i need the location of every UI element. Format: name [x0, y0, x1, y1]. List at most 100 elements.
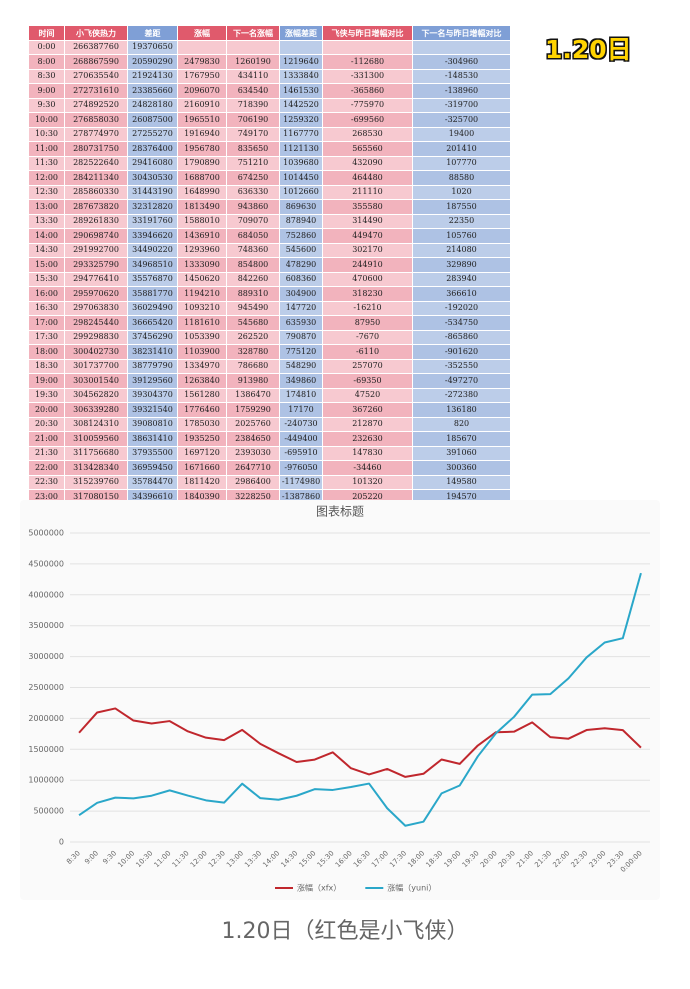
table-cell: 293325790 [64, 257, 128, 273]
table-cell: -1174980 [279, 474, 323, 490]
y-tick-label: 1500000 [28, 745, 64, 754]
table-cell: -865860 [412, 329, 511, 345]
table-cell: 105760 [412, 228, 511, 244]
x-tick-label: 10:00 [116, 849, 136, 869]
table-cell: 1965510 [177, 112, 227, 128]
table-cell: 284211340 [64, 170, 128, 186]
table-cell: 2479830 [177, 54, 227, 70]
x-tick-label: 22:30 [569, 849, 589, 869]
table-cell: 2025760 [226, 416, 280, 432]
table-row: 22:30 315239760 35784470 1811420 2986400 -117… [28, 474, 511, 490]
column-header: 飞侠与昨日增幅对比 [322, 25, 413, 41]
table-cell: -901620 [412, 344, 511, 360]
table-row: 17:30 299298830 37456290 1053390 262520 79087… [28, 329, 511, 345]
table-cell: 1103900 [177, 344, 227, 360]
table-cell: 306339280 [64, 402, 128, 418]
data-line [78, 572, 642, 827]
table-cell: 35576870 [127, 271, 178, 287]
table-cell: 21:30 [28, 445, 65, 461]
table-cell: 101320 [322, 474, 413, 490]
x-tick-label: 14:30 [279, 849, 299, 869]
table-cell: 21:00 [28, 431, 65, 447]
column-header: 差距 [127, 25, 178, 41]
table-cell: 136180 [412, 402, 511, 418]
table-cell: 366610 [412, 286, 511, 302]
table-cell: 1561280 [177, 387, 227, 403]
table-cell: 1260190 [226, 54, 280, 70]
y-tick-label: 5000000 [28, 529, 64, 538]
table-cell: 1956780 [177, 141, 227, 157]
table-cell: 38779790 [127, 358, 178, 374]
header-row: 时间 小飞侠热力 差距 涨幅 下一名涨幅 涨幅差距 飞侠与昨日增幅对比 下一名与昨日增幅对比 [28, 25, 511, 41]
table-cell: 34968510 [127, 257, 178, 273]
table-row: 14:00 290698740 33946620 1436910 684050 75286… [28, 228, 511, 244]
table-cell: 1259320 [279, 112, 323, 128]
table-cell: 294776410 [64, 271, 128, 287]
table-cell: -138960 [412, 83, 511, 99]
table-cell: 19370650 [127, 39, 178, 55]
caption: 1.20日（红色是小飞侠） [221, 919, 469, 944]
table-cell: 1588010 [177, 213, 227, 229]
table-cell: 2096070 [177, 83, 227, 99]
table-cell: 8:00 [28, 54, 65, 70]
table-cell: 19:30 [28, 387, 65, 403]
table-cell: 391060 [412, 445, 511, 461]
table-cell: -7670 [322, 329, 413, 345]
y-tick-label: 4500000 [28, 559, 64, 568]
table-cell: 749170 [226, 126, 280, 142]
table-row: 18:30 301737700 38779790 1334970 786680 54829… [28, 358, 511, 374]
table-cell: -534750 [412, 315, 511, 331]
table-cell: 308124310 [64, 416, 128, 432]
table-cell: 39080810 [127, 416, 178, 432]
x-tick-label: 15:00 [298, 849, 318, 869]
table-cell: 33191760 [127, 213, 178, 229]
table-row: 20:00 306339280 39321540 1776460 1759290 1717… [28, 402, 511, 418]
table-cell: 318230 [322, 286, 413, 302]
table-cell: 185670 [412, 431, 511, 447]
table-cell: 1785030 [177, 416, 227, 432]
column-header: 涨幅 [177, 25, 227, 41]
table-cell: 842260 [226, 271, 280, 287]
table-cell: 1181610 [177, 315, 227, 331]
table-cell: 39129560 [127, 373, 178, 389]
table-cell: 1333840 [279, 68, 323, 84]
table-cell [226, 39, 280, 55]
table-cell: 295970620 [64, 286, 128, 302]
table-cell: 1219640 [279, 54, 323, 70]
table-body: 0:00 266387760 19370650 8:00 268867590 205902… [28, 39, 511, 534]
table-cell: 1935250 [177, 431, 227, 447]
data-line [78, 707, 642, 778]
table-cell: 913980 [226, 373, 280, 389]
table-cell: 274892520 [64, 97, 128, 113]
table-row: 22:00 313428340 36959450 1671660 2647710 -976… [28, 460, 511, 476]
table-cell: 1450620 [177, 271, 227, 287]
table-cell: 751210 [226, 155, 280, 171]
table-cell: 464480 [322, 170, 413, 186]
table-cell: 684050 [226, 228, 280, 244]
table-cell: 39321540 [127, 402, 178, 418]
table-cell: 39304370 [127, 387, 178, 403]
table-row: 17:00 298245440 36665420 1181610 545680 63593… [28, 315, 511, 331]
table-cell: 18:30 [28, 358, 65, 374]
x-tick-label: 20:00 [479, 849, 499, 869]
table-cell: 35784470 [127, 474, 178, 490]
x-tick-label: 19:00 [443, 849, 463, 869]
table-cell: 786680 [226, 358, 280, 374]
x-tick-label: 10:30 [134, 849, 154, 869]
table-cell: 147830 [322, 445, 413, 461]
table-cell: 270635540 [64, 68, 128, 84]
table-cell: 889310 [226, 286, 280, 302]
table-cell: 1263840 [177, 373, 227, 389]
table-cell: 1759290 [226, 402, 280, 418]
table-cell: 17:30 [28, 329, 65, 345]
table-cell: 285860330 [64, 184, 128, 200]
table-row: 13:30 289261830 33191760 1588010 709070 87894… [28, 213, 511, 229]
table-cell: 289261830 [64, 213, 128, 229]
table-cell: 287673820 [64, 199, 128, 215]
table-cell: 149580 [412, 474, 511, 490]
table-cell: -325700 [412, 112, 511, 128]
table-cell: 854800 [226, 257, 280, 273]
table-cell: 232630 [322, 431, 413, 447]
table-cell: 1012660 [279, 184, 323, 200]
